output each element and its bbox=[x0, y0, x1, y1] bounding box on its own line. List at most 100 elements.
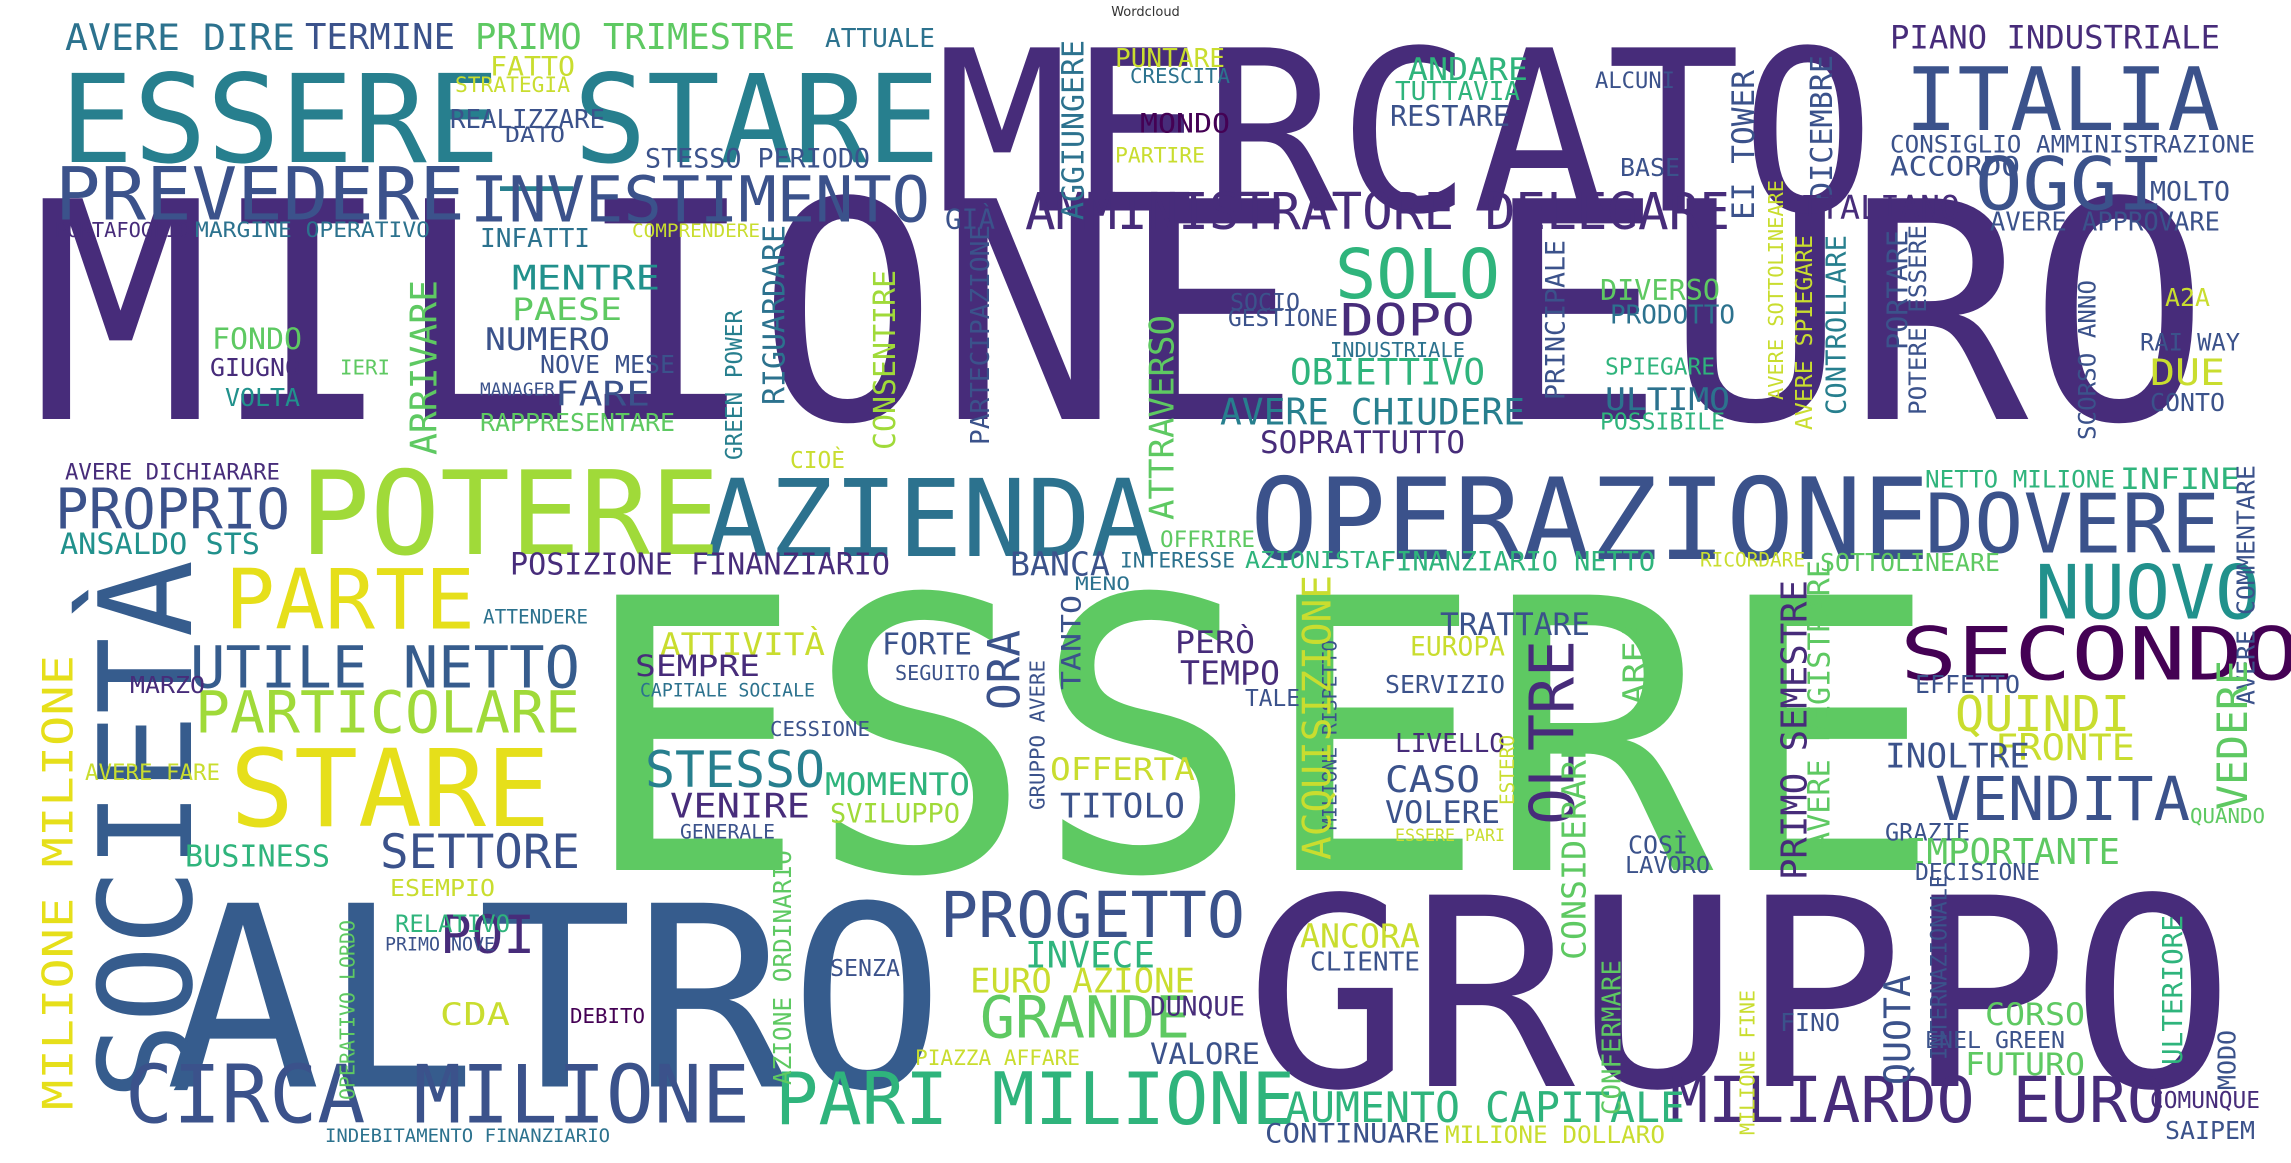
word-dunque: DUNQUE bbox=[1150, 993, 1245, 1023]
word-andare: ANDARE bbox=[1408, 52, 1528, 88]
word-tempo: TEMPO bbox=[1180, 654, 1280, 693]
word-posizione-finanziario: POSIZIONE FINANZIARIO bbox=[510, 548, 890, 583]
word-avere-commentare: AVERE COMMENTARE bbox=[2232, 465, 2261, 705]
word-futuro: FUTURO bbox=[1965, 1047, 2085, 1083]
word-sviluppo: SVILUPPO bbox=[830, 799, 960, 830]
word-milione-milione: MILIONE MILIONE bbox=[34, 655, 83, 1110]
word-gruppo-avere: GRUPPO AVERE bbox=[1026, 660, 1050, 810]
word-investimento: INVESTIMENTO bbox=[470, 164, 930, 237]
word-infatti: INFATTI bbox=[480, 224, 590, 254]
word-lavoro: LAVORO bbox=[1625, 853, 1710, 879]
word-attuale: ATTUALE bbox=[825, 24, 935, 54]
word-gestione: GESTIONE bbox=[1228, 306, 1338, 332]
word-utile-netto: UTILE NETTO bbox=[190, 634, 580, 702]
word-gia: GIÀ bbox=[945, 202, 995, 236]
word-prevedere: PREVEDERE bbox=[55, 153, 465, 238]
word-importante: IMPORTANTE bbox=[1905, 832, 2120, 873]
word-avere-dire: AVERE DIRE bbox=[65, 16, 295, 59]
word-volta: VOLTA bbox=[225, 383, 300, 412]
word-ricordare: RICORDARE bbox=[1700, 549, 1805, 572]
word-cliente: CLIENTE bbox=[1310, 948, 1420, 978]
word-trattare: TRATTARE bbox=[1440, 607, 1590, 643]
word-senza: SENZA bbox=[830, 956, 900, 982]
word-primo-nove: PRIMO NOVE bbox=[385, 935, 495, 956]
word-ulteriore: ULTERIORE bbox=[2156, 915, 2189, 1065]
word-termine: TERMINE bbox=[305, 17, 455, 58]
word-avere-sottolineare: AVERE SOTTOLINEARE bbox=[1764, 180, 1788, 400]
word-ei-tower: EI TOWER bbox=[1726, 70, 1762, 220]
word-internazionale: INTERNAZIONALE bbox=[1928, 875, 1953, 1060]
word-dopo: DOPO bbox=[1340, 296, 1475, 347]
word-seguito: SEGUITO bbox=[895, 661, 980, 685]
word-solo: SOLO bbox=[1335, 235, 1500, 315]
word-essere-pari: ESSERE PARI bbox=[1395, 825, 1505, 845]
word-quota: QUOTA bbox=[1876, 975, 1919, 1085]
word-considerare: CONSIDERARE bbox=[1555, 740, 1594, 960]
word-rappresentare: RAPPRESENTARE bbox=[480, 408, 675, 437]
word-potere: POTERE bbox=[300, 448, 720, 582]
word-progetto: PROGETTO bbox=[940, 878, 1245, 952]
word-molto: MOLTO bbox=[2150, 178, 2230, 208]
word-milione-rispetto: MILIONE RISPETTO bbox=[1319, 640, 1342, 830]
word-finanziario-netto: FINANZIARIO NETTO bbox=[1380, 547, 1655, 578]
word-alcuni: ALCUNI bbox=[1595, 68, 1675, 94]
word-operazione: OPERAZIONE bbox=[1250, 454, 1930, 586]
word-effetto: EFFETTO bbox=[1915, 670, 2020, 699]
word-mondo: MONDO bbox=[1140, 110, 1230, 140]
word-sottolineare: SOTTOLINEARE bbox=[1820, 548, 2000, 577]
word-consiglio-amministrazione: CONSIGLIO AMMINISTRAZIONE bbox=[1890, 130, 2255, 159]
word-partecipazione: PARTECIPAZIONE bbox=[966, 225, 996, 445]
word-forte: FORTE bbox=[882, 628, 972, 663]
word-invece: INVECE bbox=[1025, 935, 1155, 977]
word-valore: VALORE bbox=[1150, 1037, 1260, 1071]
word-societa: SOCIETÀ bbox=[72, 560, 222, 1100]
word-fondo: FONDO bbox=[212, 322, 302, 356]
word-meno: MENO bbox=[1075, 573, 1130, 595]
word-a2a: A2A bbox=[2165, 283, 2210, 312]
word-avere-registrare: AVERE REGISTRARE bbox=[1803, 560, 1838, 850]
word-avere-fare: AVERE FARE bbox=[85, 760, 220, 786]
word-possibile: POSSIBILE bbox=[1600, 410, 1725, 436]
word-tale: TALE bbox=[1245, 686, 1300, 712]
word-indebitamento-finanziario: INDEBITAMENTO FINANZIARIO bbox=[325, 1125, 610, 1147]
word-gruppo: GRUPPO bbox=[1245, 842, 2235, 1148]
word-settore: SETTORE bbox=[380, 825, 580, 880]
word-circa-milione: CIRCA MILIONE bbox=[125, 1049, 750, 1142]
word-ansaldo-sts: ANSALDO STS bbox=[60, 527, 260, 561]
word-stesso: STESSO bbox=[645, 741, 825, 799]
word-grazie: GRAZIE bbox=[1885, 819, 1970, 847]
word-tanto: TANTO bbox=[1058, 595, 1088, 690]
word-nove-mese: NOVE MESE bbox=[540, 350, 675, 379]
word-comunque: COMUNQUE bbox=[2150, 1088, 2260, 1114]
word-quando: QUANDO bbox=[2190, 804, 2265, 828]
word-acquisizione: ACQUISIZIONE bbox=[1295, 575, 1341, 860]
word-euro-azione: EURO AZIONE bbox=[970, 962, 1195, 1001]
word-milione-fine: MILIONE FINE bbox=[1736, 990, 1760, 1135]
word-corso: CORSO bbox=[1985, 997, 2085, 1033]
word-amministratore-delegare: AMMINISTRATORE DELEGARE bbox=[1025, 183, 1730, 242]
word-milione-dollaro: MILIONE DOLLARO bbox=[1445, 1120, 1665, 1149]
word-fino: FINO bbox=[1780, 1008, 1840, 1037]
word-essere-stare: ESSERE_STARE bbox=[60, 49, 940, 191]
word-azionista: AZIONISTA bbox=[1245, 548, 1380, 574]
word-cioe: CIOÈ bbox=[790, 446, 845, 474]
word-aggiungere: AGGIUNGERE bbox=[1057, 40, 1092, 220]
word-primo-trimestre: PRIMO TRIMESTRE bbox=[475, 17, 795, 58]
word-marzo: MARZO bbox=[130, 673, 205, 699]
word-principale: PRINCIPALE bbox=[1541, 240, 1572, 400]
word-oltre: OLTRE bbox=[1517, 640, 1589, 825]
word-caso: CASO bbox=[1385, 758, 1480, 801]
word-europa: EUROPA bbox=[1410, 633, 1505, 663]
word-attendere: ATTENDERE bbox=[483, 606, 588, 629]
word-cda: CDA bbox=[440, 997, 510, 1033]
word-poi: POI bbox=[440, 905, 535, 966]
word-rai-way: RAI WAY bbox=[2140, 329, 2240, 357]
word-margine-operativo: MARGINE OPERATIVO bbox=[195, 218, 430, 242]
word-dicembre: DICEMBRE bbox=[1805, 55, 1840, 200]
word-grande: GRANDE bbox=[980, 984, 1190, 1052]
word-avere-dichiarare: AVERE DICHIARARE bbox=[65, 460, 280, 486]
word-piano-industriale: PIANO INDUSTRIALE bbox=[1890, 19, 2220, 57]
word-fronte: FRONTE bbox=[1995, 726, 2135, 769]
word-essere: ESSERE bbox=[580, 520, 1940, 960]
word-riguardare: RIGUARDARE bbox=[758, 225, 793, 405]
